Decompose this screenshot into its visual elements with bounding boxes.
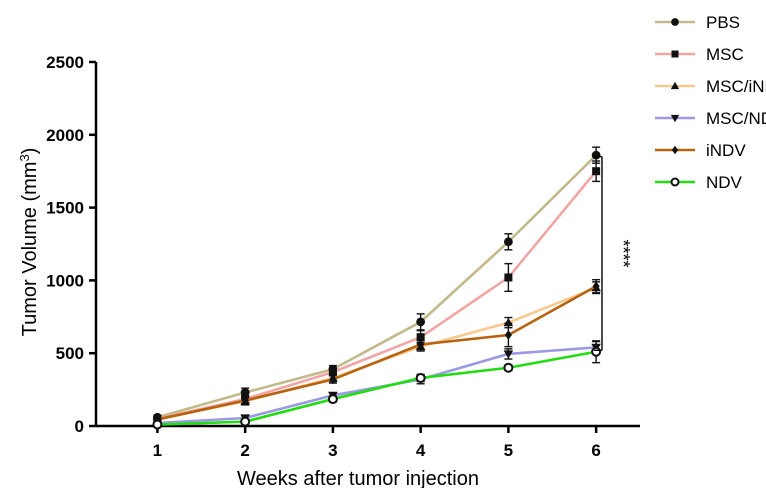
- data-point: [671, 18, 679, 26]
- data-point: [503, 350, 514, 359]
- x-tick-label: 5: [504, 441, 513, 460]
- legend-label: NDV: [706, 173, 743, 192]
- legend-label: MSC/NDV: [706, 109, 766, 128]
- series-msc: [153, 160, 601, 423]
- legend-label: PBS: [706, 13, 740, 32]
- y-tick-label: 2500: [46, 53, 84, 72]
- data-point: [416, 317, 426, 327]
- y-axis-title-main: Tumor Volume (mm: [19, 162, 41, 337]
- y-tick-label: 2000: [46, 126, 84, 145]
- significance-label: ****: [613, 239, 633, 267]
- data-point: [417, 339, 425, 350]
- series-line: [157, 285, 597, 421]
- y-axis-title-close: ): [19, 148, 41, 155]
- y-tick-label: 0: [75, 417, 84, 436]
- data-point: [671, 50, 679, 58]
- legend: PBS MSC MSC/iNDV MSC/NDV iNDV NDV: [655, 13, 766, 192]
- data-point: [504, 330, 512, 340]
- data-point: [240, 416, 251, 427]
- y-tick-label: 1000: [46, 271, 84, 290]
- data-point: [503, 362, 514, 373]
- data-point: [241, 395, 249, 406]
- legend-item: NDV: [655, 173, 743, 192]
- data-point: [592, 281, 600, 292]
- data-point: [329, 374, 337, 385]
- series-line: [157, 154, 598, 419]
- series-line: [157, 350, 597, 426]
- data-point: [670, 114, 680, 123]
- data-point: [671, 145, 679, 155]
- data-point: [592, 167, 601, 176]
- x-axis: 1 2 3 4 5 6: [96, 424, 640, 460]
- y-axis-title-superscript: 3: [17, 154, 32, 161]
- x-tick-label: 4: [416, 441, 426, 460]
- x-tick-label: 1: [153, 441, 162, 460]
- legend-item: MSC/NDV: [655, 109, 766, 128]
- data-point: [327, 394, 338, 405]
- legend-label: iNDV: [706, 141, 746, 160]
- data-point: [670, 81, 680, 90]
- x-tick-label: 3: [328, 441, 337, 460]
- x-tick-label: 2: [240, 441, 249, 460]
- legend-item: iNDV: [655, 141, 746, 160]
- data-point: [591, 150, 601, 160]
- y-axis: 0 500 1000 1500 2000 2500: [46, 53, 98, 436]
- legend-label: MSC: [706, 45, 744, 64]
- series-line: [157, 346, 597, 425]
- data-point: [416, 333, 425, 342]
- data-point: [328, 368, 337, 377]
- data-point: [415, 372, 426, 383]
- legend-label: MSC/iNDV: [706, 77, 766, 96]
- series-indv: [153, 278, 601, 425]
- data-point: [504, 273, 513, 282]
- data-point: [152, 419, 163, 430]
- x-tick-label: 6: [591, 441, 600, 460]
- legend-item: MSC: [655, 45, 744, 64]
- data-point: [503, 237, 513, 247]
- y-axis-title: Tumor Volume (mm3): [17, 148, 42, 337]
- x-axis-title: Weeks after tumor injection: [237, 468, 479, 488]
- series-layer: [152, 146, 602, 430]
- significance-bracket: ****: [594, 155, 633, 351]
- data-point: [670, 177, 680, 187]
- data-point: [240, 388, 250, 397]
- data-point: [591, 346, 602, 357]
- legend-item: PBS: [655, 13, 740, 32]
- y-tick-label: 1500: [46, 199, 84, 218]
- y-tick-label: 500: [56, 344, 84, 363]
- legend-item: MSC/iNDV: [655, 77, 766, 96]
- data-point: [503, 317, 514, 327]
- series-ndv: [152, 340, 602, 430]
- series-pbs: [153, 146, 601, 422]
- series-line: [157, 170, 598, 420]
